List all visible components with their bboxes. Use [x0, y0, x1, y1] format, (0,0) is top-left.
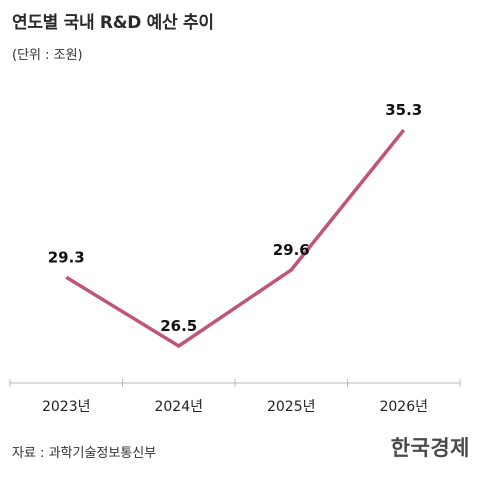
x-axis: [9, 379, 461, 387]
x-tick-label: 2026년: [379, 399, 428, 415]
data-label: 29.3: [48, 248, 85, 266]
publisher-logo: 한국경제: [390, 435, 470, 460]
x-tick-label: 2024년: [154, 399, 203, 415]
chart-title: 연도별 국내 R&D 예산 추이: [12, 13, 214, 33]
x-tick-label: 2023년: [42, 399, 91, 415]
data-labels: 29.3 26.5 29.6 35.3: [48, 101, 423, 335]
data-label: 26.5: [160, 317, 197, 335]
data-label: 29.6: [273, 241, 310, 259]
line-chart: 29.3 26.5 29.6 35.3 2023년 2024년 2025년 2026년: [9, 101, 461, 415]
data-label: 35.3: [385, 101, 422, 119]
series-line: [65, 128, 406, 349]
x-tick-label: 2025년: [267, 399, 316, 415]
x-tick-labels: 2023년 2024년 2025년 2026년: [42, 399, 428, 415]
unit-label: (단위 : 조원): [12, 48, 83, 63]
series-line-group: [65, 128, 406, 349]
source-note: 자료 : 과학기술정보통신부: [12, 446, 157, 461]
